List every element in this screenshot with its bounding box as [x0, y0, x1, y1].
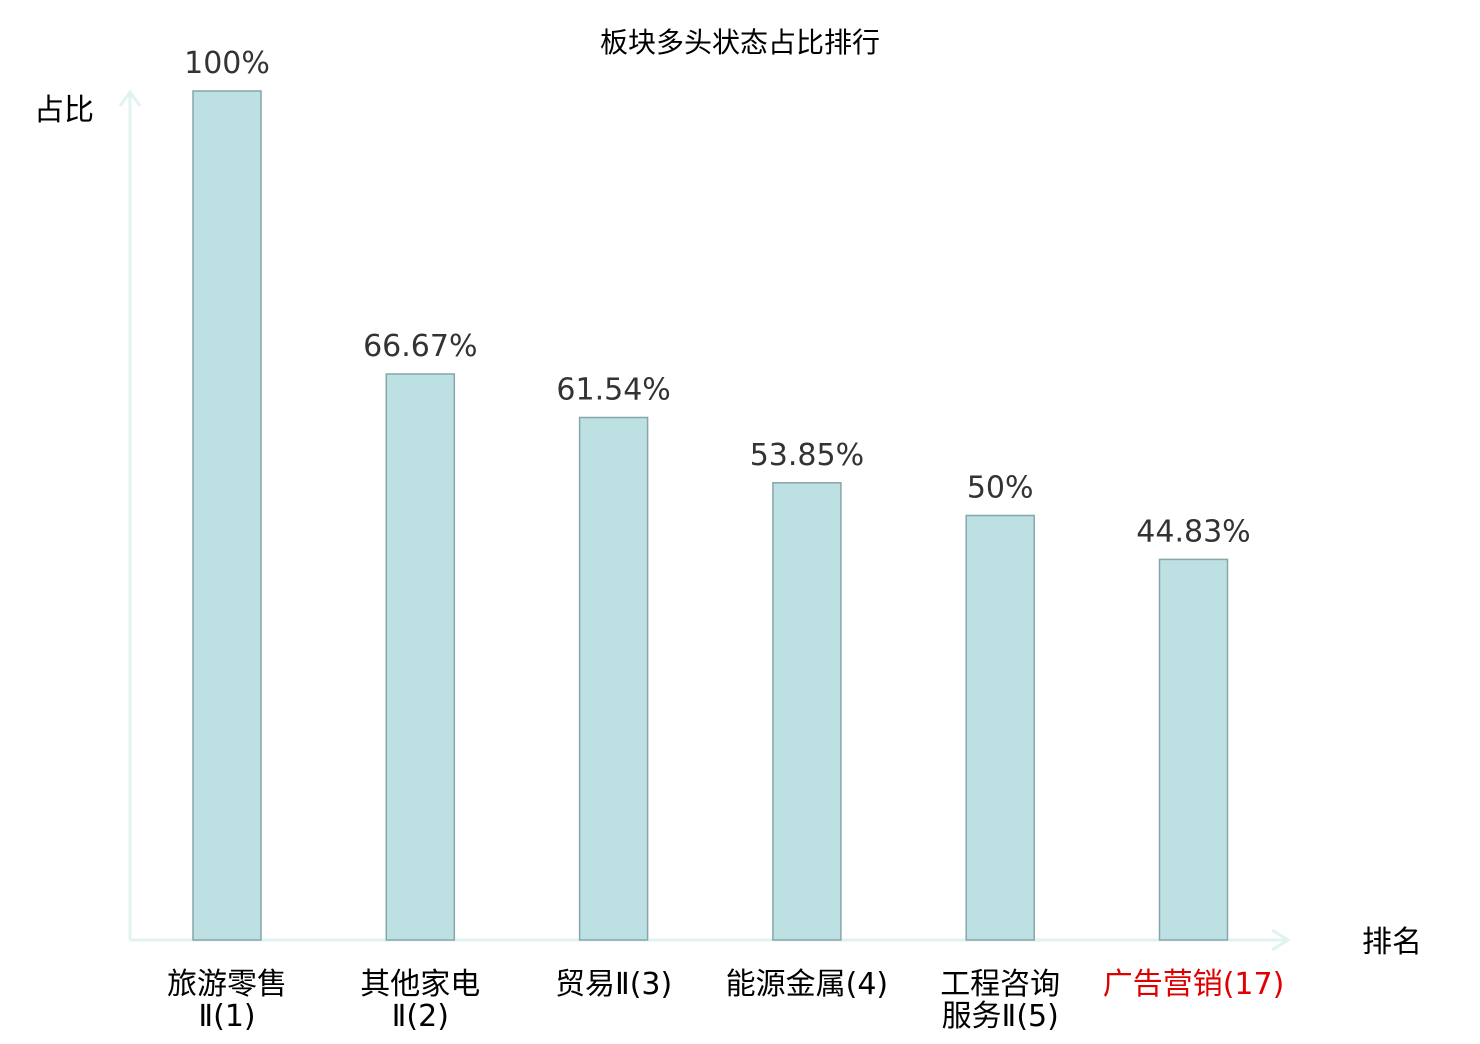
axes — [118, 89, 1291, 952]
x-axis-arrow-icon — [1271, 928, 1291, 952]
bar-6 — [1158, 558, 1229, 941]
value-labels: 100% 66.67% 61.54% 53.85% 50% 44.83% — [184, 46, 1251, 549]
category-label-2: 其他家电 — [360, 967, 480, 1002]
category-label-1: 旅游零售 — [167, 967, 287, 1002]
bar-1 — [192, 90, 262, 941]
category-label-1-line2: Ⅱ(1) — [198, 999, 255, 1034]
category-label-4: 能源金属(4) — [726, 967, 889, 1002]
bar-5 — [965, 514, 1035, 941]
chart-title: 板块多头状态占比排行 — [600, 26, 880, 59]
y-axis-label: 占比 — [34, 93, 94, 128]
bars — [192, 90, 1229, 941]
bar-2 — [385, 373, 456, 941]
value-label-1: 100% — [184, 46, 270, 81]
value-label-5: 50% — [967, 471, 1034, 506]
value-label-3: 61.54% — [556, 373, 670, 408]
value-label-2: 66.67% — [363, 329, 477, 364]
category-label-2-line2: Ⅱ(2) — [392, 999, 449, 1034]
value-label-6: 44.83% — [1136, 514, 1250, 549]
bar-3 — [578, 416, 649, 941]
category-label-5: 工程咨询 — [940, 967, 1060, 1002]
y-axis-arrow-icon — [118, 89, 142, 107]
category-label-3: 贸易Ⅱ(3) — [555, 967, 672, 1002]
x-axis-label: 排名 — [1362, 925, 1422, 960]
category-label-6: 广告营销(17) — [1103, 967, 1285, 1002]
category-label-5-line2: 服务Ⅱ(5) — [942, 999, 1059, 1034]
bar-4 — [772, 482, 842, 941]
value-label-4: 53.85% — [750, 438, 864, 473]
